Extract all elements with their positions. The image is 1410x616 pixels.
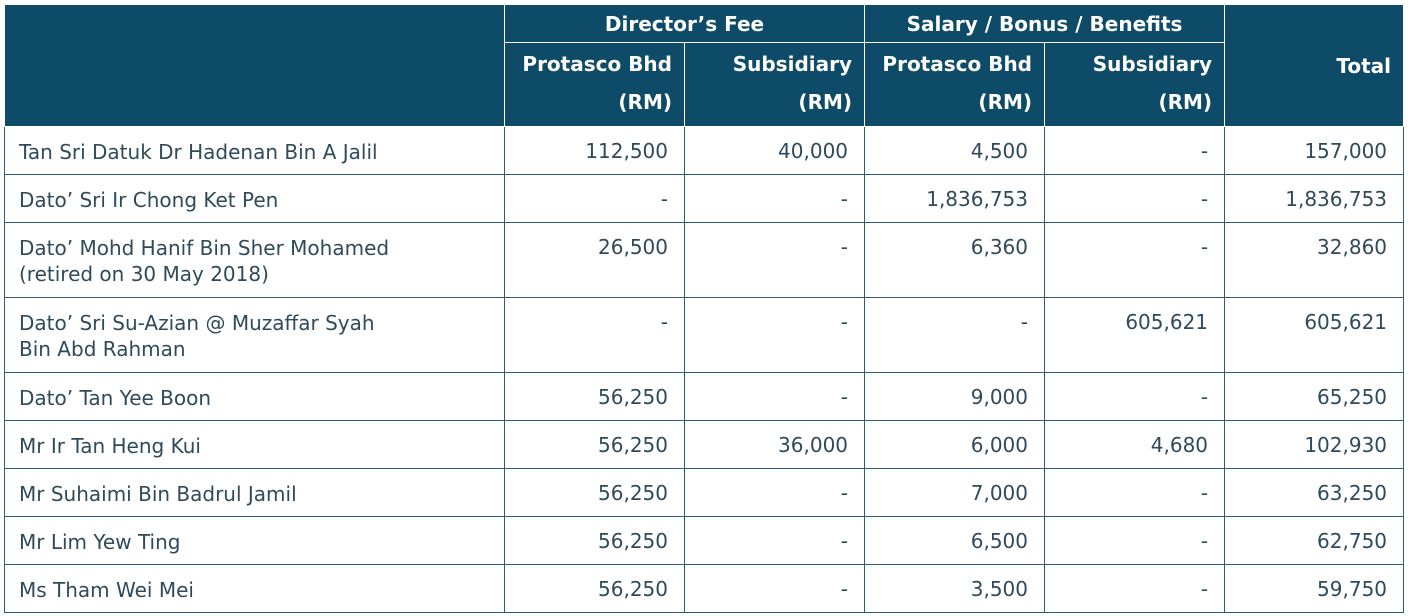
remuneration-table-container: Director’s Fee Salary / Bonus / Benefits… — [4, 4, 1405, 613]
salary-protasco-cell: 7,000 — [864, 468, 1046, 517]
total-cell: 62,750 — [1224, 516, 1405, 565]
salary-protasco-cell: 9,000 — [864, 372, 1046, 421]
total-cell: 1,836,753 — [1224, 174, 1405, 223]
fee-subsidiary-cell: - — [683, 297, 866, 373]
table-row: Mr Suhaimi Bin Badrul Jamil 56,250 - 7,0… — [4, 468, 1405, 517]
header-sub-label: Protasco Bhd — [882, 52, 1033, 76]
table-row: Mr Lim Yew Ting 56,250 - 6,500 - 62,750 — [4, 516, 1405, 565]
fee-subsidiary-cell: - — [683, 468, 866, 517]
director-name: Dato’ Tan Yee Boon — [4, 372, 505, 421]
fee-subsidiary-cell: - — [683, 372, 866, 421]
director-name: Mr Suhaimi Bin Badrul Jamil — [4, 468, 505, 517]
header-group-directors-fee: Director’s Fee — [503, 4, 866, 43]
salary-protasco-cell: - — [864, 297, 1046, 373]
header-salary-subsidiary: Subsidiary (RM) — [1044, 42, 1226, 127]
director-name: Dato’ Sri Ir Chong Ket Pen — [4, 174, 505, 223]
director-name: Dato’ Sri Su-Azian @ Muzaffar Syah Bin Ab… — [4, 297, 505, 373]
table-row: Dato’ Mohd Hanif Bin Sher Mohamed (retire… — [4, 222, 1405, 298]
header-fee-subsidiary: Subsidiary (RM) — [683, 42, 866, 127]
header-sub-unit: (RM) — [1158, 90, 1213, 114]
name-line: Tan Sri Datuk Dr Hadenan Bin A Jalil — [19, 140, 378, 164]
header-name-column — [4, 4, 505, 127]
fee-subsidiary-cell: - — [683, 222, 866, 298]
header-sub-label: Subsidiary — [732, 52, 853, 76]
table-row: Dato’ Tan Yee Boon 56,250 - 9,000 - 65,2… — [4, 372, 1405, 421]
salary-protasco-cell: 6,360 — [864, 222, 1046, 298]
director-name: Dato’ Mohd Hanif Bin Sher Mohamed (retire… — [4, 222, 505, 298]
salary-protasco-cell: 6,500 — [864, 516, 1046, 565]
director-name: Ms Tham Wei Mei — [4, 564, 505, 613]
salary-protasco-cell: 1,836,753 — [864, 174, 1046, 223]
fee-protasco-cell: 26,500 — [504, 222, 685, 298]
director-name: Tan Sri Datuk Dr Hadenan Bin A Jalil — [4, 126, 505, 175]
remuneration-table: Director’s Fee Salary / Bonus / Benefits… — [4, 4, 1405, 613]
name-line: (retired on 30 May 2018) — [19, 262, 269, 286]
salary-protasco-cell: 3,500 — [864, 564, 1046, 613]
table-row: Tan Sri Datuk Dr Hadenan Bin A Jalil 112… — [4, 126, 1405, 175]
director-name: Mr Ir Tan Heng Kui — [4, 420, 505, 469]
name-line: Ms Tham Wei Mei — [19, 578, 194, 602]
salary-subsidiary-cell: - — [1044, 516, 1226, 565]
fee-subsidiary-cell: - — [683, 564, 866, 613]
fee-protasco-cell: - — [504, 174, 685, 223]
total-cell: 605,621 — [1224, 297, 1405, 373]
director-name: Mr Lim Yew Ting — [4, 516, 505, 565]
name-line: Dato’ Mohd Hanif Bin Sher Mohamed — [19, 236, 390, 260]
fee-subsidiary-cell: 36,000 — [683, 420, 866, 469]
header-sub-unit: (RM) — [618, 90, 672, 114]
total-cell: 65,250 — [1224, 372, 1405, 421]
salary-subsidiary-cell: - — [1044, 468, 1226, 517]
header-row-subcolumns: Protasco Bhd (RM) Subsidiary (RM) Protasco… — [5, 42, 1404, 127]
name-line: Dato’ Sri Su-Azian @ Muzaffar Syah — [19, 311, 375, 335]
name-line: Dato’ Tan Yee Boon — [19, 386, 212, 410]
salary-subsidiary-cell: - — [1044, 564, 1226, 613]
salary-protasco-cell: 6,000 — [864, 420, 1046, 469]
table-row: Mr Ir Tan Heng Kui 56,250 36,000 6,000 4… — [4, 420, 1405, 469]
table-row: Dato’ Sri Ir Chong Ket Pen - - 1,836,753… — [4, 174, 1405, 223]
name-line: Bin Abd Rahman — [19, 337, 186, 361]
fee-subsidiary-cell: - — [683, 516, 866, 565]
table-row: Dato’ Sri Su-Azian @ Muzaffar Syah Bin Ab… — [4, 297, 1405, 373]
header-sub-unit: (RM) — [798, 90, 853, 114]
fee-protasco-cell: 56,250 — [504, 516, 685, 565]
fee-protasco-cell: 112,500 — [504, 126, 685, 175]
salary-subsidiary-cell: - — [1044, 222, 1226, 298]
name-line: Mr Lim Yew Ting — [19, 530, 181, 554]
header-group-salary-bonus-benefits: Salary / Bonus / Benefits — [864, 4, 1226, 43]
fee-subsidiary-cell: - — [683, 174, 866, 223]
salary-subsidiary-cell: 4,680 — [1044, 420, 1226, 469]
header-row-groups: Director’s Fee Salary / Bonus / Benefits… — [4, 4, 1405, 127]
salary-subsidiary-cell: - — [1044, 174, 1226, 223]
header-sub-label: Subsidiary — [1092, 52, 1213, 76]
total-cell: 102,930 — [1224, 420, 1405, 469]
total-cell: 63,250 — [1224, 468, 1405, 517]
header-fee-protasco: Protasco Bhd (RM) — [504, 42, 685, 127]
salary-protasco-cell: 4,500 — [864, 126, 1046, 175]
header-sub-unit: (RM) — [978, 90, 1033, 114]
header-total: Total — [1224, 4, 1405, 127]
name-line: Mr Ir Tan Heng Kui — [19, 434, 201, 458]
table-row: Ms Tham Wei Mei 56,250 - 3,500 - 59,750 — [4, 564, 1405, 613]
total-cell: 59,750 — [1224, 564, 1405, 613]
fee-protasco-cell: 56,250 — [504, 420, 685, 469]
salary-subsidiary-cell: - — [1044, 126, 1226, 175]
fee-protasco-cell: 56,250 — [504, 468, 685, 517]
header-sub-label: Protasco Bhd — [522, 52, 672, 76]
fee-protasco-cell: - — [504, 297, 685, 373]
salary-subsidiary-cell: 605,621 — [1044, 297, 1226, 373]
fee-subsidiary-cell: 40,000 — [683, 126, 866, 175]
total-cell: 32,860 — [1224, 222, 1405, 298]
fee-protasco-cell: 56,250 — [504, 564, 685, 613]
total-cell: 157,000 — [1224, 126, 1405, 175]
fee-protasco-cell: 56,250 — [504, 372, 685, 421]
salary-subsidiary-cell: - — [1044, 372, 1226, 421]
name-line: Dato’ Sri Ir Chong Ket Pen — [19, 188, 279, 212]
header-salary-protasco: Protasco Bhd (RM) — [864, 42, 1046, 127]
name-line: Mr Suhaimi Bin Badrul Jamil — [19, 482, 297, 506]
